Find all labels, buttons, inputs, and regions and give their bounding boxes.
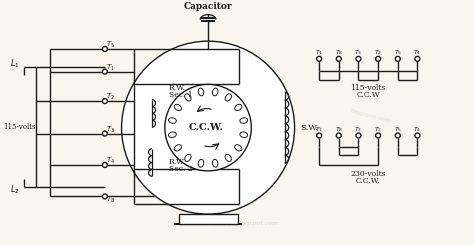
Circle shape bbox=[395, 56, 400, 61]
Circle shape bbox=[415, 56, 420, 61]
Text: C.C.W.: C.C.W. bbox=[189, 123, 224, 132]
Text: $T_4$: $T_4$ bbox=[413, 125, 421, 134]
Text: R.W.: R.W. bbox=[169, 84, 186, 92]
Text: $T_2$: $T_2$ bbox=[374, 49, 382, 57]
Text: $T_1$: $T_1$ bbox=[315, 49, 323, 57]
Circle shape bbox=[102, 162, 107, 167]
Circle shape bbox=[165, 84, 251, 171]
Text: $T_5$: $T_5$ bbox=[393, 49, 402, 57]
Circle shape bbox=[376, 133, 381, 138]
Ellipse shape bbox=[174, 104, 182, 110]
Ellipse shape bbox=[235, 145, 242, 151]
Circle shape bbox=[395, 133, 400, 138]
Circle shape bbox=[337, 56, 341, 61]
Text: $T_4$: $T_4$ bbox=[106, 156, 115, 166]
Text: $T_5$: $T_5$ bbox=[393, 125, 402, 134]
Circle shape bbox=[317, 133, 321, 138]
Text: $T_8$: $T_8$ bbox=[106, 195, 115, 206]
Circle shape bbox=[102, 47, 107, 51]
Circle shape bbox=[376, 56, 381, 61]
Text: C.C.W.: C.C.W. bbox=[356, 177, 381, 185]
Circle shape bbox=[122, 41, 294, 214]
Text: Sec. 1: Sec. 1 bbox=[169, 91, 192, 99]
Ellipse shape bbox=[240, 118, 247, 123]
Text: $T_3$: $T_3$ bbox=[355, 49, 363, 57]
Text: $T_5$: $T_5$ bbox=[106, 40, 115, 50]
Circle shape bbox=[102, 194, 107, 199]
Text: $T_1$: $T_1$ bbox=[106, 62, 115, 73]
Ellipse shape bbox=[169, 118, 176, 123]
Circle shape bbox=[356, 56, 361, 61]
Ellipse shape bbox=[212, 159, 218, 167]
Text: $T_4$: $T_4$ bbox=[413, 49, 421, 57]
Text: 230-volts: 230-volts bbox=[351, 170, 386, 178]
Text: $T_1$: $T_1$ bbox=[315, 125, 323, 134]
Ellipse shape bbox=[185, 94, 191, 101]
Circle shape bbox=[356, 133, 361, 138]
Text: C.C.W: C.C.W bbox=[356, 91, 380, 99]
Text: $T_8$: $T_8$ bbox=[335, 49, 343, 57]
Text: 115-volts: 115-volts bbox=[3, 123, 36, 131]
Text: http://jiyablogspot.com: http://jiyablogspot.com bbox=[206, 221, 279, 226]
Ellipse shape bbox=[225, 94, 231, 101]
Ellipse shape bbox=[174, 145, 182, 151]
Ellipse shape bbox=[185, 154, 191, 161]
Ellipse shape bbox=[225, 154, 231, 161]
Circle shape bbox=[337, 133, 341, 138]
Circle shape bbox=[102, 99, 107, 104]
Text: $T_3$: $T_3$ bbox=[106, 124, 115, 135]
Ellipse shape bbox=[169, 132, 176, 137]
Text: blogspot.com: blogspot.com bbox=[349, 108, 392, 124]
Text: $T_2$: $T_2$ bbox=[106, 92, 115, 102]
Text: $T_2$: $T_2$ bbox=[374, 125, 382, 134]
Bar bbox=[179, 214, 237, 224]
Ellipse shape bbox=[235, 104, 242, 110]
Text: 115-volts: 115-volts bbox=[351, 84, 386, 92]
Ellipse shape bbox=[198, 88, 204, 96]
Ellipse shape bbox=[240, 132, 247, 137]
Circle shape bbox=[102, 69, 107, 74]
Circle shape bbox=[415, 133, 420, 138]
Text: $T_3$: $T_3$ bbox=[355, 125, 363, 134]
Circle shape bbox=[102, 131, 107, 136]
Text: $L_1$: $L_1$ bbox=[9, 58, 19, 70]
Text: $L_2$: $L_2$ bbox=[9, 183, 19, 196]
Text: Capacitor: Capacitor bbox=[184, 2, 232, 11]
Text: Sec. 2: Sec. 2 bbox=[169, 165, 192, 173]
Ellipse shape bbox=[212, 88, 218, 96]
Text: R.W.: R.W. bbox=[169, 158, 186, 166]
Text: S.W.: S.W. bbox=[301, 124, 319, 132]
Circle shape bbox=[317, 56, 321, 61]
Ellipse shape bbox=[198, 159, 204, 167]
Text: $T_8$: $T_8$ bbox=[335, 125, 343, 134]
